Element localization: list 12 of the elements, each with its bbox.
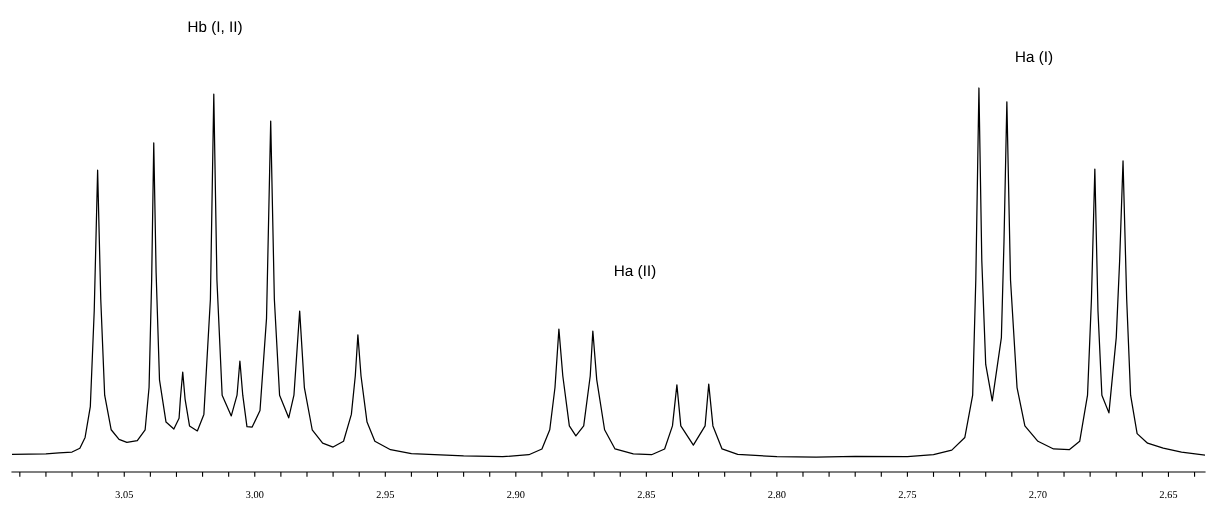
text: Hb (I, II) xyxy=(188,20,242,36)
text: Ha (I) xyxy=(1016,50,1053,66)
x-tick-label: 2.75 xyxy=(898,491,917,499)
x-tick-label: 2.90 xyxy=(507,491,525,499)
x-tick-label: 2.70 xyxy=(1029,491,1047,499)
x-tick-label: 2.65 xyxy=(1159,491,1178,499)
x-tick-label: 2.85 xyxy=(637,491,656,499)
x-tick-label: 3.05 xyxy=(115,491,133,499)
x-tick-label: 2.95 xyxy=(376,491,395,499)
x-tick-label: 2.80 xyxy=(768,491,786,499)
annotation: Ha (II) xyxy=(615,264,656,280)
x-tick-label: 3.00 xyxy=(246,491,264,499)
